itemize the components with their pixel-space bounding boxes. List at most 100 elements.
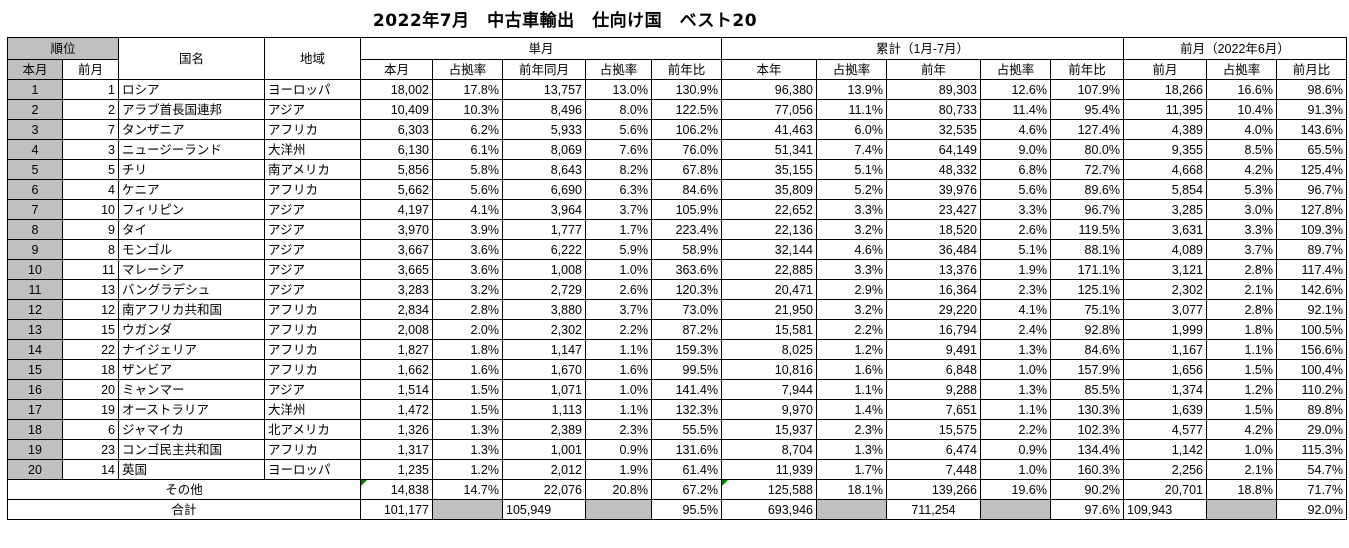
m-units-cell: 3,665 [360, 259, 433, 280]
c-units-cell: 22,136 [721, 219, 817, 240]
c-ly-cell: 39,976 [886, 179, 981, 200]
c-ly-share-cell: 3.3% [980, 199, 1051, 220]
c-ly-cell: 7,651 [886, 399, 981, 420]
prev-rank-cell: 12 [62, 299, 119, 320]
m-ly-share-cell: 5.9% [585, 239, 652, 260]
region-cell: ヨーロッパ [264, 79, 361, 100]
p-share-cell: 3.3% [1206, 219, 1277, 240]
c-ly-share-cell: 0.9% [980, 439, 1051, 460]
m-yoy-cell: 141.4% [651, 379, 722, 400]
table-row: 4 3 ニュージーランド 大洋州 6,130 6.1% 8,069 7.6% 76.0% 51,3… [7, 139, 1347, 160]
total-c-units: 693,946 [721, 499, 817, 520]
total-p-units: 109,943 [1123, 499, 1207, 520]
c-share-cell: 2.9% [816, 279, 887, 300]
c-ly-cell: 23,427 [886, 199, 981, 220]
m-ly-share-cell: 1.6% [585, 359, 652, 380]
c-ly-share-cell: 1.0% [980, 459, 1051, 480]
prev-rank-cell: 5 [62, 159, 119, 180]
m-units-cell: 6,130 [360, 139, 433, 160]
m-ly-cell: 1,001 [502, 439, 586, 460]
c-ly-share-cell: 4.6% [980, 119, 1051, 140]
m-units-cell: 1,317 [360, 439, 433, 460]
single-month-header: 単月 [360, 37, 722, 60]
total-c-share-blank [816, 499, 887, 520]
c-units-cell: 35,809 [721, 179, 817, 200]
c-yoy-cell: 130.3% [1050, 399, 1124, 420]
c-yoy-cell: 84.6% [1050, 339, 1124, 360]
p-ratio-cell: 98.6% [1276, 79, 1347, 100]
c-units-cell: 7,944 [721, 379, 817, 400]
m-ly-cell: 6,222 [502, 239, 586, 260]
m-ly-cell: 1,670 [502, 359, 586, 380]
p-share-cell: 16.6% [1206, 79, 1277, 100]
c-share-cell: 3.2% [816, 219, 887, 240]
m-ly-share-cell: 1.9% [585, 459, 652, 480]
c-ly-cell: 64,149 [886, 139, 981, 160]
table-row: 2 2 アラブ首長国連邦 アジア 10,409 10.3% 8,496 8.0% 122.5% 7… [7, 99, 1347, 120]
prev-month-group-header: 前月（2022年6月） [1123, 37, 1347, 60]
m-ly-share-cell: 1.0% [585, 259, 652, 280]
p-ratio-cell: 89.7% [1276, 239, 1347, 260]
table-row: 5 5 チリ 南アメリカ 5,856 5.8% 8,643 8.2% 67.8% 35,155 5.… [7, 159, 1347, 180]
p-ratio-cell: 115.3% [1276, 439, 1347, 460]
country-header: 国名 [118, 37, 265, 80]
m-share-cell: 5.8% [432, 159, 503, 180]
c-ly-cell: 6,848 [886, 359, 981, 380]
c-units-cell: 15,581 [721, 319, 817, 340]
country-cell: ナイジェリア [118, 339, 265, 360]
prev-rank-cell: 22 [62, 339, 119, 360]
total-c-ly: 711,254 [886, 499, 981, 520]
table-row: 16 20 ミャンマー アジア 1,514 1.5% 1,071 1.0% 141.4% 7,94… [7, 379, 1347, 400]
p-ratio-cell: 29.0% [1276, 419, 1347, 440]
m-ly-share-cell: 5.6% [585, 119, 652, 140]
m-units-cell: 1,827 [360, 339, 433, 360]
region-cell: アフリカ [264, 179, 361, 200]
c-yoy-cell: 160.3% [1050, 459, 1124, 480]
p-ratio-cell: 125.4% [1276, 159, 1347, 180]
c-yoy-cell: 157.9% [1050, 359, 1124, 380]
prev-rank-cell: 10 [62, 199, 119, 220]
m-ly-share-cell: 1.0% [585, 379, 652, 400]
m-share-cell: 3.6% [432, 259, 503, 280]
prev-rank-cell: 7 [62, 119, 119, 140]
table-row: 6 4 ケニア アフリカ 5,662 5.6% 6,690 6.3% 84.6% 35,809 5.… [7, 179, 1347, 200]
p-share-cell: 1.5% [1206, 399, 1277, 420]
p-ratio-cell: 117.4% [1276, 259, 1347, 280]
country-cell: オーストラリア [118, 399, 265, 420]
c-yoy-cell: 96.7% [1050, 199, 1124, 220]
export-ranking-table: 順位 国名 地域 単月 累計（1月-7月） 前月（2022年6月） 本月 前月 … [7, 37, 1347, 520]
prev-rank-cell: 11 [62, 259, 119, 280]
p-units-header: 前月 [1123, 59, 1207, 80]
country-cell: フィリピン [118, 199, 265, 220]
c-yoy-cell: 107.9% [1050, 79, 1124, 100]
m-ly-share-cell: 7.6% [585, 139, 652, 160]
c-yoy-cell: 134.4% [1050, 439, 1124, 460]
p-units-cell: 2,256 [1123, 459, 1207, 480]
region-cell: アフリカ [264, 319, 361, 340]
p-ratio-cell: 110.2% [1276, 379, 1347, 400]
region-cell: アジア [264, 239, 361, 260]
c-units-cell: 35,155 [721, 159, 817, 180]
c-ly-header: 前年 [886, 59, 981, 80]
c-ly-cell: 18,520 [886, 219, 981, 240]
c-ly-share-cell: 1.9% [980, 259, 1051, 280]
m-units-cell: 6,303 [360, 119, 433, 140]
prev-rank-cell: 9 [62, 219, 119, 240]
m-ly-cell: 1,113 [502, 399, 586, 420]
m-units-cell: 2,834 [360, 299, 433, 320]
p-ratio-cell: 92.1% [1276, 299, 1347, 320]
m-units-cell: 10,409 [360, 99, 433, 120]
m-yoy-cell: 76.0% [651, 139, 722, 160]
others-c-ly: 139,266 [886, 479, 981, 500]
m-ly-cell: 5,933 [502, 119, 586, 140]
m-share-cell: 1.5% [432, 379, 503, 400]
c-share-cell: 3.2% [816, 299, 887, 320]
m-yoy-cell: 55.5% [651, 419, 722, 440]
m-yoy-cell: 363.6% [651, 259, 722, 280]
c-ly-share-cell: 2.3% [980, 279, 1051, 300]
table-row: 13 15 ウガンダ アフリカ 2,008 2.0% 2,302 2.2% 87.2% 15,58… [7, 319, 1347, 340]
c-ly-cell: 48,332 [886, 159, 981, 180]
p-ratio-cell: 156.6% [1276, 339, 1347, 360]
c-units-header: 本年 [721, 59, 817, 80]
m-ly-cell: 1,071 [502, 379, 586, 400]
